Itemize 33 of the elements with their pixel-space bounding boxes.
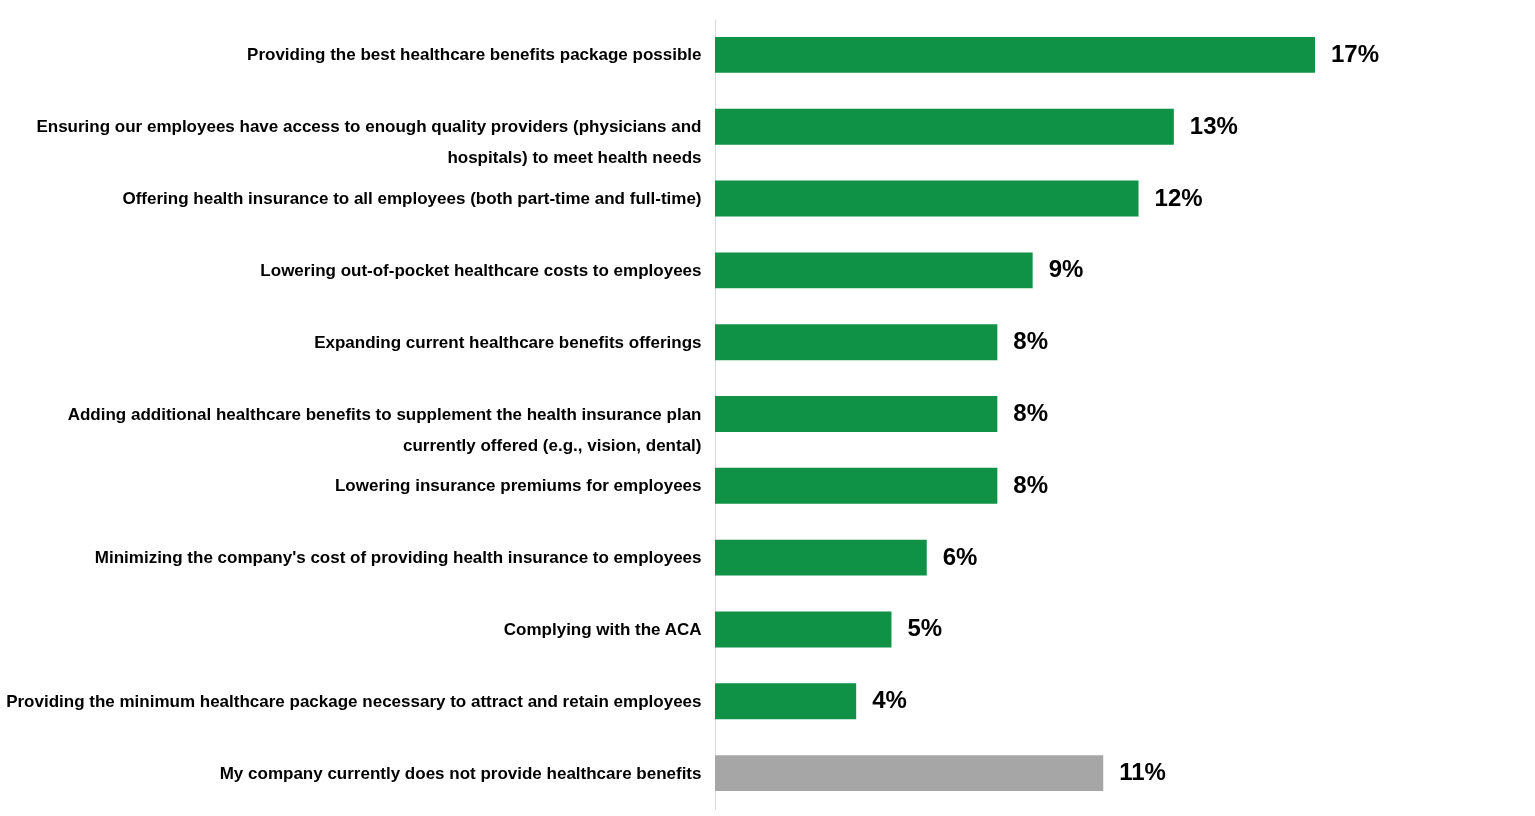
- y-tick-label: Complying with the ACA: [503, 619, 702, 639]
- data-label: 6%: [942, 542, 978, 570]
- data-label: 8%: [1013, 470, 1049, 498]
- bar: [715, 324, 998, 361]
- bar: [715, 683, 857, 720]
- bar: [715, 180, 1139, 217]
- y-tick-label: Expanding current healthcare benefits offerings: [314, 332, 702, 352]
- y-tick-label: My company currently does not provide healthcare benefits: [219, 763, 702, 783]
- bar: [715, 396, 998, 432]
- bar: [715, 467, 998, 504]
- y-tick-label: Providing the best healthcare benefits package possible: [247, 45, 702, 65]
- data-label: 8%: [1013, 327, 1049, 355]
- y-tick-label: Minimizing the company's cost of providing health insurance to employees: [94, 548, 702, 568]
- y-tick-label: Lowering insurance premiums for employees: [334, 476, 702, 496]
- data-label: 17%: [1331, 39, 1380, 67]
- y-tick-label: Lowering out-of-pocket healthcare costs to employees: [260, 260, 702, 280]
- bar: [715, 252, 1033, 289]
- bar: [715, 539, 927, 576]
- data-label: 12%: [1154, 183, 1203, 211]
- bar: [715, 755, 1104, 792]
- bar: [715, 36, 1315, 73]
- data-label: 5%: [907, 614, 943, 642]
- y-tick-label: Offering health insurance to all employees (both part-time and full-time): [122, 189, 702, 209]
- y-tick-label: Providing the minimum healthcare package necessary to attract and retain employees: [6, 691, 702, 711]
- data-label: 8%: [1013, 399, 1049, 426]
- data-label: 9%: [1048, 255, 1084, 283]
- data-label: 13%: [1189, 111, 1238, 139]
- y-tick-label: Ensuring our employees have access to enough quality providers (physicians and hospitals) to meet health needs: [36, 117, 702, 168]
- data-label: 4%: [872, 686, 907, 714]
- y-tick-label: Adding additional healthcare benefits to supplement the health insurance plan currently offered (e.g., vision, dental): [67, 404, 702, 455]
- data-label: 11%: [1119, 758, 1166, 786]
- bar: [715, 611, 892, 648]
- bar: [715, 108, 1174, 145]
